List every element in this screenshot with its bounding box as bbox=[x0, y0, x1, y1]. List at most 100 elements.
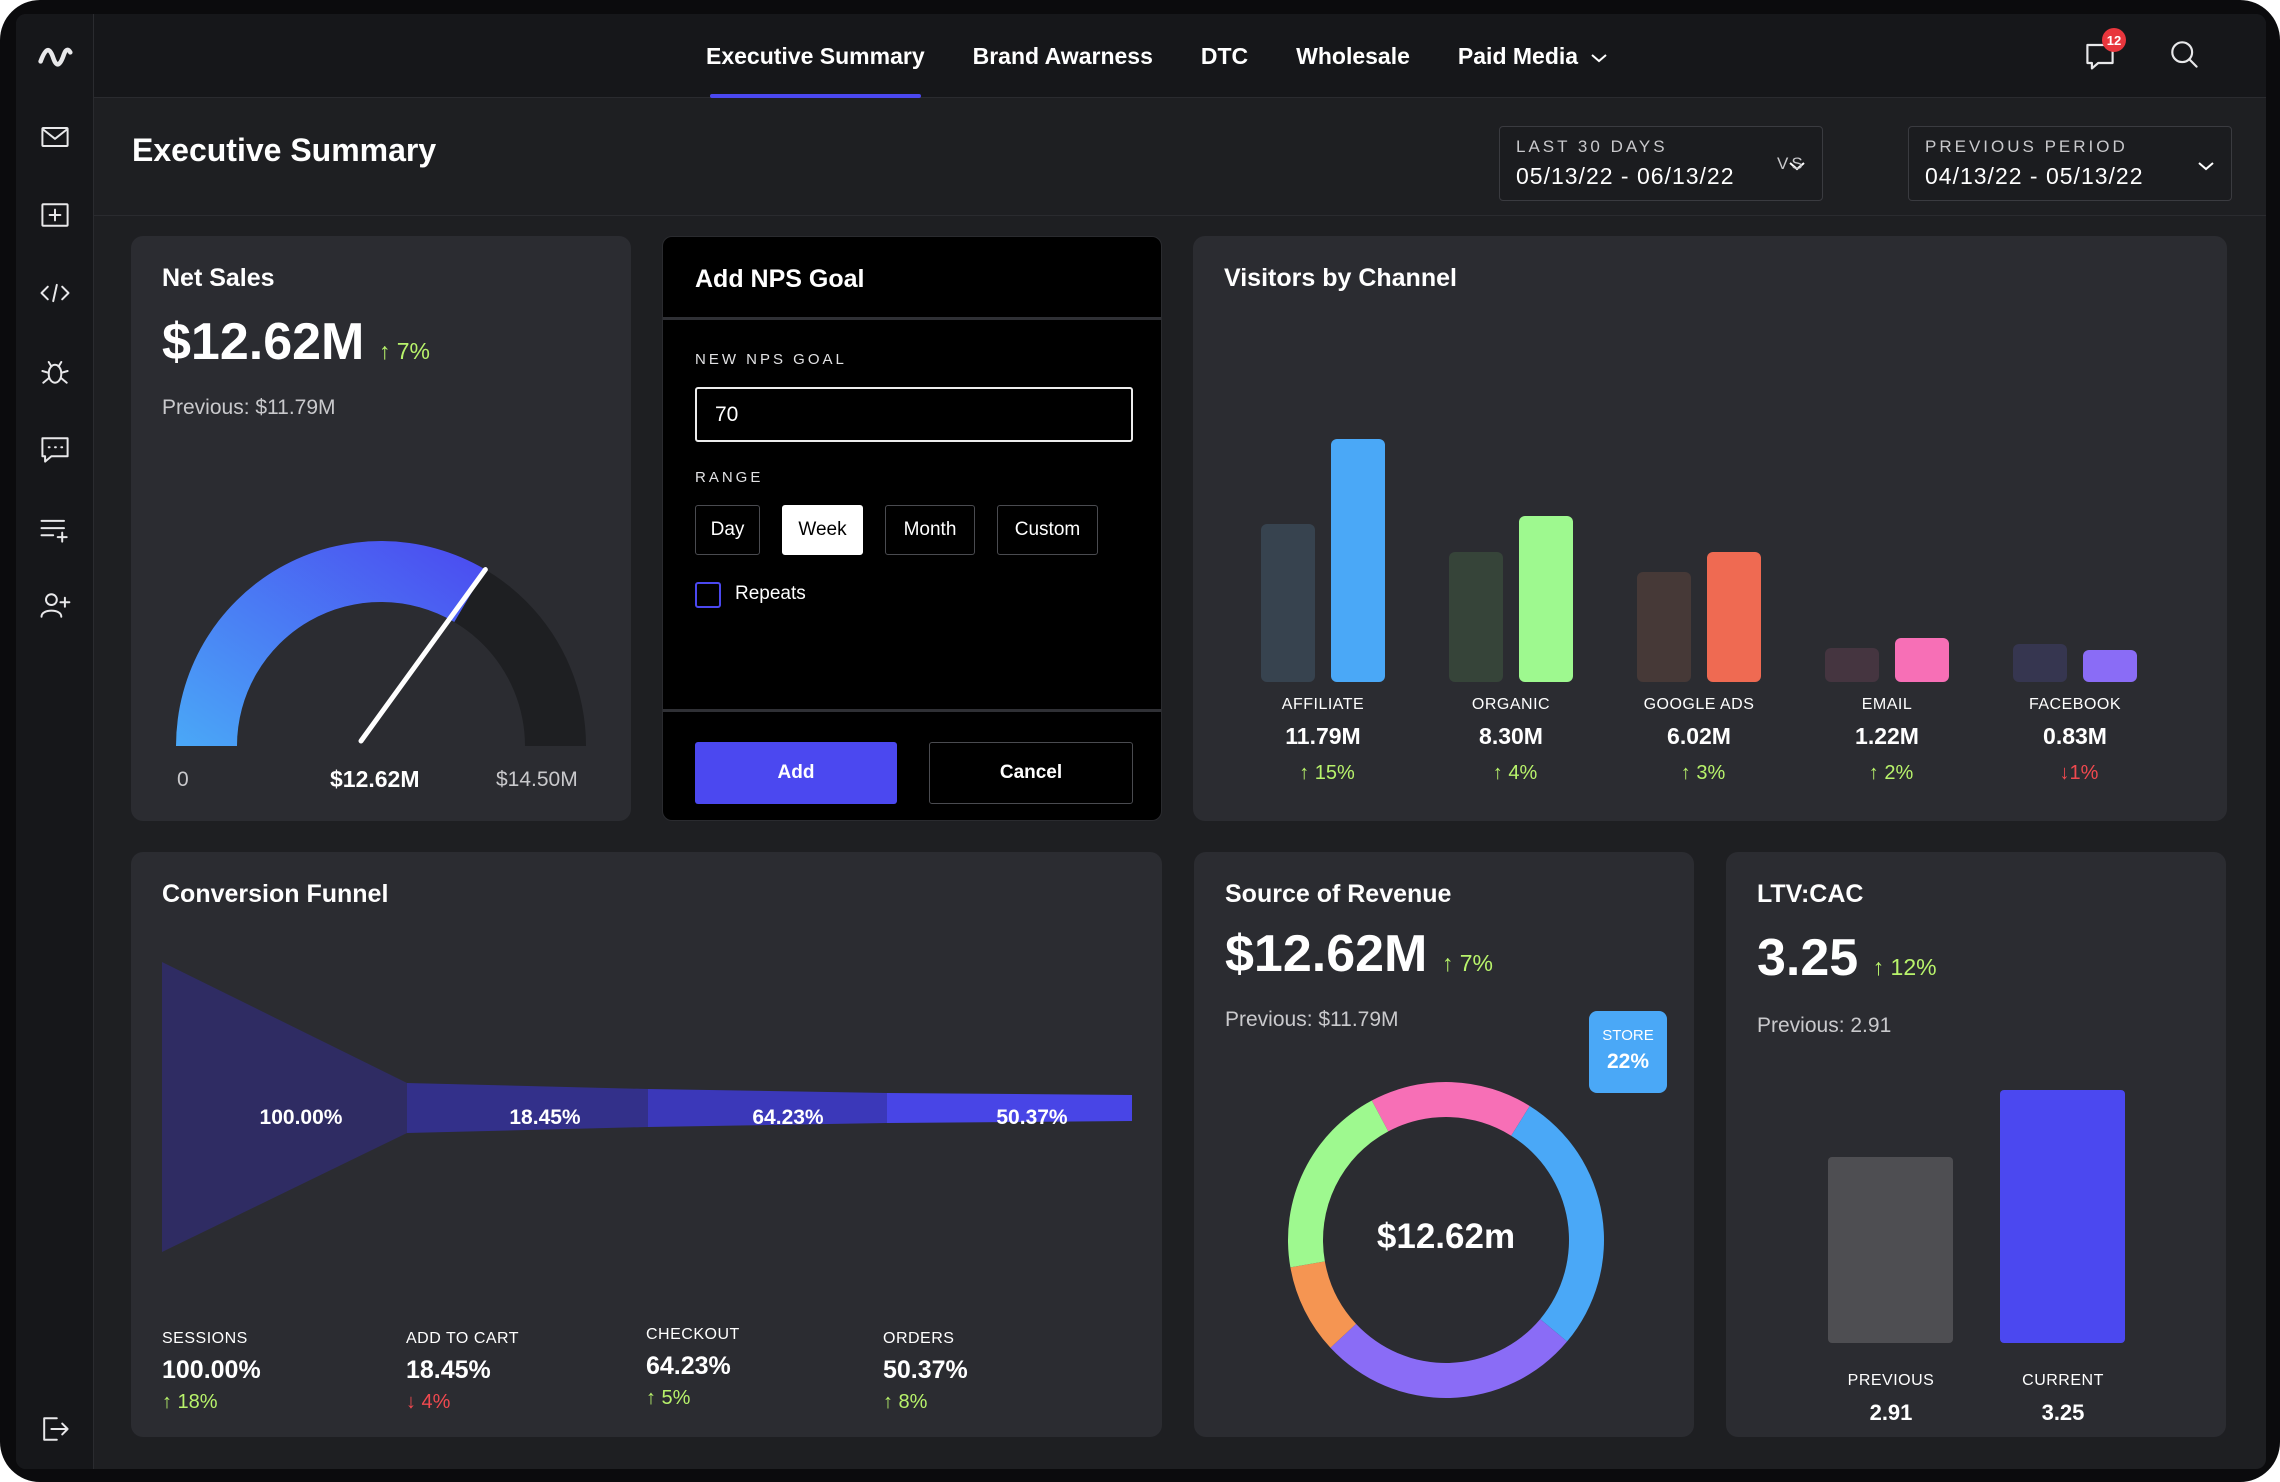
app-screen: Executive Summary Brand Awarness DTC Who… bbox=[16, 14, 2266, 1469]
funnel-stage-sessions bbox=[162, 962, 407, 1252]
funnel-bar-label-orders: 50.37% bbox=[996, 1106, 1068, 1129]
funnel-stat-checkout: CHECKOUT 64.23% ↑ 5% bbox=[646, 1326, 740, 1410]
playlist-add-icon[interactable] bbox=[35, 509, 75, 549]
net-sales-card: Net Sales $12.62M ↑ 7% Previous: $11.79M… bbox=[131, 236, 631, 821]
bar-current-affiliate[interactable] bbox=[1331, 439, 1385, 682]
add-user-icon[interactable] bbox=[35, 585, 75, 625]
channel-delta: ↑ 4% bbox=[1492, 762, 1538, 784]
notification-badge: 12 bbox=[2102, 28, 2126, 52]
tab-executive-summary[interactable]: Executive Summary bbox=[706, 14, 925, 98]
ltv-value-current: 3.25 bbox=[2041, 1400, 2085, 1425]
channel-delta: ↑ 3% bbox=[1680, 762, 1726, 784]
stage-delta: ↓ 4% bbox=[406, 1391, 451, 1413]
ltv-bar-current bbox=[2000, 1090, 2125, 1343]
ltv-label-current: CURRENT bbox=[2022, 1372, 2104, 1389]
funnel-title: Conversion Funnel bbox=[162, 880, 389, 908]
stage-name: CHECKOUT bbox=[646, 1326, 740, 1343]
funnel-stat-sessions: SESSIONS 100.00% ↑ 18% bbox=[162, 1330, 261, 1414]
logout-icon[interactable] bbox=[35, 1409, 75, 1449]
bug-icon[interactable] bbox=[35, 351, 75, 391]
donut-segments bbox=[1288, 1082, 1604, 1398]
net-sales-value: $12.62M ↑ 7% bbox=[162, 312, 430, 372]
notifications-button[interactable]: 12 bbox=[2082, 28, 2126, 76]
ltv-cac-previous: Previous: 2.91 bbox=[1757, 1014, 1892, 1037]
previous-period-value: 04/13/22 - 05/13/22 bbox=[1925, 163, 2144, 189]
tab-paid-media[interactable]: Paid Media bbox=[1458, 14, 1608, 98]
bar-current-facebook[interactable] bbox=[2083, 650, 2137, 682]
channel-delta: ↓1% bbox=[2059, 762, 2099, 784]
repeats-checkbox[interactable] bbox=[695, 582, 721, 608]
net-sales-previous: Previous: $11.79M bbox=[162, 396, 336, 419]
bar-previous-facebook bbox=[2013, 644, 2067, 682]
donut-segment-orange[interactable] bbox=[1290, 1261, 1357, 1348]
stage-value: 18.45% bbox=[406, 1356, 491, 1384]
top-actions: 12 bbox=[2082, 28, 2206, 76]
funnel-stage-orders bbox=[887, 1093, 1132, 1123]
ltv-cac-value: 3.25 ↑ 12% bbox=[1757, 928, 1937, 988]
funnel-bar-label-checkout: 64.23% bbox=[752, 1106, 824, 1129]
funnel-chart bbox=[162, 962, 1132, 1252]
modal-divider bbox=[663, 317, 1161, 320]
range-custom-button[interactable]: Custom bbox=[997, 505, 1098, 555]
stage-delta: ↑ 18% bbox=[162, 1391, 218, 1413]
tab-dtc[interactable]: DTC bbox=[1200, 42, 1249, 69]
visitors-card: Visitors by Channel AFFILIATE 11.79M ↑ 15%… bbox=[1193, 236, 2227, 821]
channel-value: 0.83M bbox=[2043, 723, 2107, 749]
main-tabs: Executive Summary Brand Awarness DTC Who… bbox=[706, 14, 1656, 98]
net-sales-delta: ↑ 7% bbox=[378, 338, 430, 364]
net-sales-amount: $12.62M bbox=[162, 313, 365, 371]
range-day-button[interactable]: Day bbox=[695, 505, 760, 555]
donut-segment-blue[interactable] bbox=[1511, 1106, 1604, 1342]
range-month-button[interactable]: Month bbox=[885, 505, 975, 555]
code-icon[interactable] bbox=[35, 273, 75, 313]
add-button[interactable]: Add bbox=[695, 742, 897, 804]
chevron-down-icon bbox=[1788, 159, 1806, 177]
stage-name: SESSIONS bbox=[162, 1330, 248, 1347]
modal-title: Add NPS Goal bbox=[695, 265, 865, 293]
funnel-card: Conversion Funnel 100.00% 18.45% 64.23% … bbox=[131, 852, 1162, 1437]
current-period-label: LAST 30 DAYS bbox=[1516, 137, 1668, 156]
ltv-bar-previous bbox=[1828, 1157, 1953, 1343]
store-tooltip-label: STORE bbox=[1602, 1027, 1654, 1044]
revenue-card: Source of Revenue $12.62M ↑ 7% Previous:… bbox=[1194, 852, 1694, 1437]
cancel-button[interactable]: Cancel bbox=[929, 742, 1133, 804]
current-period-select[interactable]: LAST 30 DAYS 05/13/22 - 06/13/22 bbox=[1499, 126, 1823, 201]
donut-segment-green[interactable] bbox=[1288, 1100, 1389, 1268]
revenue-previous: Previous: $11.79M bbox=[1225, 1008, 1399, 1031]
revenue-value: $12.62M ↑ 7% bbox=[1225, 924, 1493, 984]
stage-value: 64.23% bbox=[646, 1352, 731, 1380]
tab-wholesale[interactable]: Wholesale bbox=[1296, 42, 1410, 69]
chat-icon[interactable] bbox=[35, 429, 75, 469]
channel-value: 8.30M bbox=[1479, 723, 1543, 749]
stage-delta: ↑ 8% bbox=[883, 1391, 928, 1413]
sidebar bbox=[16, 14, 94, 1469]
page-header: Executive Summary LAST 30 DAYS 05/13/22 … bbox=[94, 98, 2266, 216]
donut-center-value: $12.62m bbox=[1376, 1217, 1516, 1256]
add-nps-goal-modal: Add NPS Goal NEW NPS GOAL RANGE Day Week… bbox=[662, 236, 1162, 821]
stage-name: ADD TO CART bbox=[406, 1330, 520, 1347]
nps-goal-label: NEW NPS GOAL bbox=[695, 351, 847, 368]
channel-delta: ↑ 2% bbox=[1868, 762, 1914, 784]
gauge-fill bbox=[176, 541, 486, 746]
mail-icon[interactable] bbox=[35, 117, 75, 157]
tab-brand-awareness[interactable]: Brand Awarness bbox=[972, 42, 1153, 69]
tab-paid-media-label: Paid Media bbox=[1457, 42, 1579, 69]
add-box-icon[interactable] bbox=[35, 195, 75, 235]
ltv-cac-card: LTV:CAC 3.25 ↑ 12% Previous: 2.91 PREVIO… bbox=[1726, 852, 2226, 1437]
modal-divider bbox=[663, 709, 1161, 712]
channel-label: EMAIL bbox=[1861, 696, 1913, 713]
bar-current-email[interactable] bbox=[1895, 638, 1949, 682]
logo-icon[interactable] bbox=[35, 36, 75, 76]
donut-segment-pink[interactable] bbox=[1371, 1082, 1530, 1136]
bar-current-google-ads[interactable] bbox=[1707, 552, 1761, 682]
donut-segment-purple[interactable] bbox=[1330, 1319, 1568, 1398]
search-button[interactable] bbox=[2166, 36, 2206, 76]
ltv-value-previous: 2.91 bbox=[1869, 1400, 1913, 1425]
previous-period-select[interactable]: PREVIOUS PERIOD 04/13/22 - 05/13/22 bbox=[1908, 126, 2232, 201]
funnel-bar-label-add-to-cart: 18.45% bbox=[509, 1106, 581, 1129]
channel-label: GOOGLE ADS bbox=[1643, 696, 1755, 713]
nps-goal-input[interactable] bbox=[695, 387, 1133, 442]
bar-current-organic[interactable] bbox=[1519, 516, 1573, 682]
channel-label: ORGANIC bbox=[1471, 696, 1551, 713]
range-week-button[interactable]: Week bbox=[782, 505, 863, 555]
